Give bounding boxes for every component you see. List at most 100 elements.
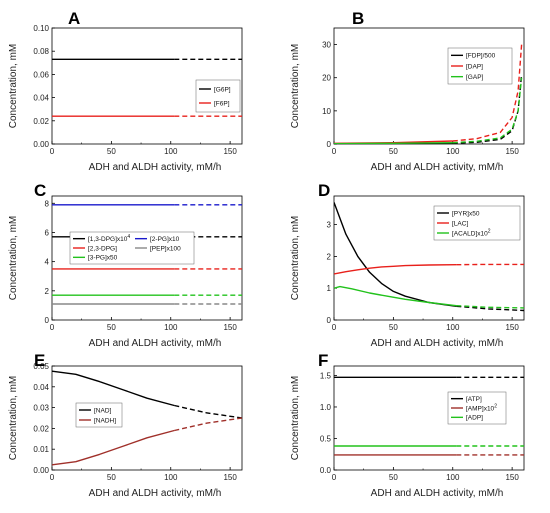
x-axis-label: ADH and ALDH activity, mM/h xyxy=(371,162,504,173)
x-tick-label: 100 xyxy=(446,323,460,332)
y-tick-label: 0.03 xyxy=(33,404,49,413)
series-line-dashed xyxy=(452,44,523,142)
plot-frame xyxy=(333,27,525,145)
series-line-dashed xyxy=(456,305,524,309)
legend-entry: [ADP] xyxy=(466,415,483,422)
y-tick-label: 2 xyxy=(45,287,50,296)
series-line xyxy=(334,285,457,307)
legend: [1,3-DPG]x104 [2,3-DPG] [3-PG]x50 [2-PG]x10… xyxy=(69,231,195,265)
plot-frame xyxy=(333,195,525,321)
x-tick-label: 150 xyxy=(223,147,237,156)
y-tick-label: 10 xyxy=(322,107,331,116)
x-tick-label: 100 xyxy=(164,147,178,156)
x-axis-label: ADH and ALDH activity, mM/h xyxy=(89,488,222,499)
x-tick-label: 150 xyxy=(223,473,237,482)
legend-entry: [3-PG]x50 xyxy=(88,255,118,262)
series-line-dashed xyxy=(452,77,523,144)
legend-entry: [DAP] xyxy=(466,63,483,70)
legend-entry: [ACALD]x102 xyxy=(452,228,491,237)
y-tick-label: 1.5 xyxy=(320,371,332,380)
y-tick-label: 1.0 xyxy=(320,403,332,412)
x-tick-label: 0 xyxy=(332,473,337,482)
legend-box xyxy=(69,231,195,265)
legend: [ATP][AMP]x102 [ADP] xyxy=(447,391,507,425)
y-tick-label: 6 xyxy=(45,228,50,237)
legend-entry: [GAP] xyxy=(466,74,484,81)
series-line-dashed xyxy=(174,417,242,432)
y-tick-label: 0 xyxy=(45,316,50,325)
y-tick-label: 0.02 xyxy=(33,424,49,433)
legend-entry: [AMP]x102 xyxy=(466,403,497,412)
legend-entry: [LAC] xyxy=(452,220,468,227)
y-tick-label: 8 xyxy=(45,199,50,208)
x-tick-label: 50 xyxy=(389,473,398,482)
panel-letter: F xyxy=(318,351,328,370)
x-tick-label: 100 xyxy=(446,473,460,482)
y-tick-label: 0.00 xyxy=(33,140,49,149)
legend: [FDP]/500 [DAP] [GAP] xyxy=(447,47,513,85)
legend-entry: [F6P] xyxy=(214,100,230,107)
legend-entry: [FDP]/500 xyxy=(466,53,496,60)
y-tick-label: 0.0 xyxy=(320,466,332,475)
series-line-dashed xyxy=(174,404,242,419)
x-axis-label: ADH and ALDH activity, mM/h xyxy=(371,488,504,499)
y-axis-label: Concentration, mM xyxy=(8,216,19,300)
legend-entry: [PEP]x100 xyxy=(150,245,181,252)
y-tick-label: 30 xyxy=(322,41,331,50)
y-axis-label: Concentration, mM xyxy=(8,376,19,460)
y-tick-label: 0.04 xyxy=(33,383,49,392)
y-tick-label: 4 xyxy=(45,258,50,267)
x-tick-label: 50 xyxy=(107,323,116,332)
series-line xyxy=(334,142,453,144)
legend-entry: [2,3-DPG] xyxy=(88,245,117,252)
legend-entry: [NADH] xyxy=(94,417,116,424)
legend: [NAD] [NADH] xyxy=(75,402,123,428)
panel-letter: D xyxy=(318,181,330,200)
panel-letter: A xyxy=(68,9,80,28)
y-tick-label: 0.10 xyxy=(33,24,49,33)
x-tick-label: 0 xyxy=(332,147,337,156)
x-tick-label: 50 xyxy=(389,147,398,156)
x-tick-label: 150 xyxy=(505,473,519,482)
series-line xyxy=(334,264,457,275)
x-tick-label: 150 xyxy=(223,323,237,332)
x-axis-label: ADH and ALDH activity, mM/h xyxy=(371,338,504,349)
legend-entry: [G6P] xyxy=(214,86,231,93)
chart-panel-B: 0 50 100 150 0 10 20 30 ADH and ALDH activity, m… xyxy=(290,9,525,173)
x-tick-label: 100 xyxy=(164,473,178,482)
legend-box xyxy=(75,402,123,428)
legend-box xyxy=(195,79,241,113)
panel-letter: C xyxy=(34,181,46,200)
plot-frame xyxy=(51,195,243,321)
legend-entry: [2-PG]x10 xyxy=(150,236,180,243)
x-tick-label: 50 xyxy=(389,323,398,332)
y-tick-label: 0.08 xyxy=(33,47,49,56)
legend-superscript: 2 xyxy=(488,228,491,234)
y-tick-label: 20 xyxy=(322,74,331,83)
legend-superscript: 2 xyxy=(494,403,497,409)
chart-panel-E: 0 50 100 150 0.00 0.01 0.02 0.03 0.04 0.05 ADH and… xyxy=(8,351,243,499)
x-axis-label: ADH and ALDH activity, mM/h xyxy=(89,162,222,173)
x-tick-label: 0 xyxy=(50,323,55,332)
legend-entry: [PYR]x50 xyxy=(452,210,480,217)
chart-panel-C: 0 50 100 150 0 2 4 6 8 ADH and ALDH activity, mM/… xyxy=(8,181,243,349)
legend-entry: [1,3-DPG]x104 xyxy=(88,234,130,243)
x-tick-label: 150 xyxy=(505,323,519,332)
x-tick-label: 50 xyxy=(107,147,116,156)
x-tick-label: 50 xyxy=(107,473,116,482)
y-axis-label: Concentration, mM xyxy=(8,44,19,128)
chart-panel-A: 0 50 100 150 0.00 0.02 0.04 0.06 0.08 0.10 ADH and… xyxy=(8,9,243,173)
y-tick-label: 0.01 xyxy=(33,445,49,454)
series-line-dashed xyxy=(456,305,524,312)
y-tick-label: 0.5 xyxy=(320,434,332,443)
x-tick-label: 0 xyxy=(50,473,55,482)
y-axis-label: Concentration, mM xyxy=(290,44,301,128)
y-tick-label: 0.02 xyxy=(33,117,49,126)
x-tick-label: 150 xyxy=(505,147,519,156)
legend-entry: [ATP] xyxy=(466,396,482,403)
y-tick-label: 0.04 xyxy=(33,94,49,103)
plot-frame xyxy=(333,365,525,471)
series-line-dashed xyxy=(452,74,523,144)
y-tick-label: 0.06 xyxy=(33,70,49,79)
